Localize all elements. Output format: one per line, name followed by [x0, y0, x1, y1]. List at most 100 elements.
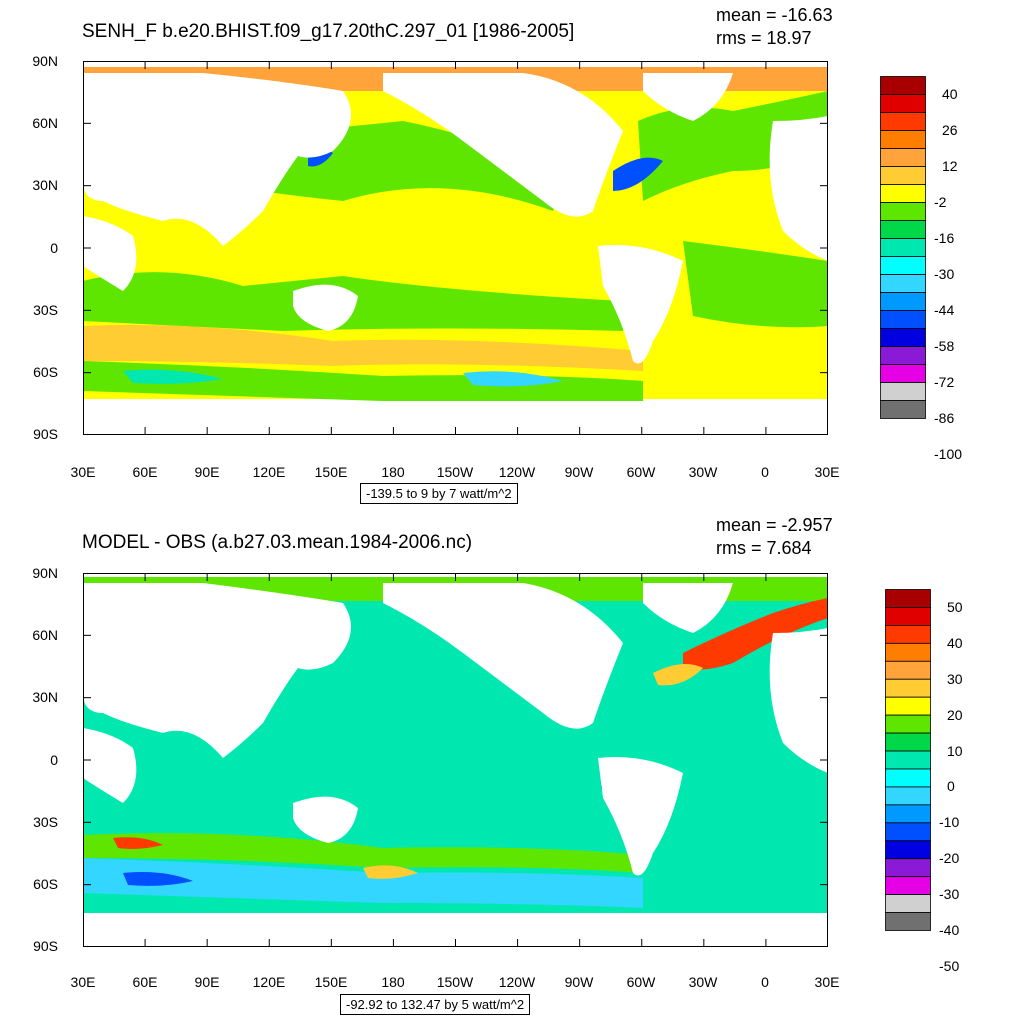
- bottom-rms-value: rms = 7.684: [716, 538, 812, 558]
- colorbar-label: -50: [939, 957, 960, 974]
- bottom-colorbar-svg: [885, 589, 931, 931]
- colorbar-swatch: [880, 256, 926, 275]
- top-colorbar: [880, 76, 926, 419]
- lon-label-120w: 120W: [498, 974, 536, 990]
- top-map-title: SENH_F b.e20.BHIST.f09_g17.20thC.297_01 …: [82, 21, 575, 42]
- lon-label-90e: 90E: [194, 974, 220, 990]
- lon-label-0: 0: [761, 464, 769, 480]
- colorbar-swatch: [885, 624, 931, 644]
- colorbar-swatch: [880, 130, 926, 149]
- europe-africa-east: [769, 116, 828, 261]
- lat-label-90s: 90S: [33, 426, 58, 442]
- top-range-label: -139.5 to 9 by 7 watt/m^2: [360, 483, 518, 504]
- lat-label-60s: 60S: [33, 876, 58, 892]
- lon-label-120e: 120E: [252, 464, 286, 480]
- colorbar-label: 10: [947, 742, 963, 759]
- colorbar-swatch: [880, 94, 926, 113]
- colorbar-swatch: [880, 76, 926, 95]
- north-america: [383, 73, 623, 217]
- colorbar-swatch: [885, 660, 931, 680]
- cold-blue-patch: [123, 872, 193, 886]
- colorbar-label: -100: [934, 446, 963, 462]
- colorbar-swatch: [880, 328, 926, 347]
- top-rms-value: rms = 18.97: [716, 28, 812, 48]
- lon-label-60e: 60E: [132, 464, 158, 480]
- antarctic-green-band: [83, 361, 643, 406]
- colorbar-label: -30: [939, 886, 960, 903]
- lat-label-60n: 60N: [32, 115, 58, 131]
- colorbar-label: -72: [934, 374, 955, 390]
- lat-label-30n: 30N: [32, 177, 58, 193]
- bottom-axis-ticks: [83, 573, 828, 947]
- lat-label-30s: 30S: [33, 302, 58, 318]
- colorbar-label: 20: [947, 706, 963, 723]
- colorbar-swatch: [885, 768, 931, 788]
- lon-label-60w: 60W: [626, 974, 656, 990]
- colorbar-label: -40: [939, 922, 960, 938]
- lat-label-30n: 30N: [32, 689, 58, 705]
- colorbar-swatch: [885, 750, 931, 770]
- south-america: [598, 245, 683, 364]
- colorbar-swatch: [885, 840, 931, 860]
- colorbar-swatch: [885, 912, 931, 931]
- colorbar-label: -2: [934, 194, 947, 210]
- lat-label-0: 0: [50, 240, 58, 256]
- bottom-map-plot: [83, 573, 828, 947]
- colorbar-label: 26: [942, 122, 958, 138]
- bottom-map-svg: [83, 573, 828, 947]
- colorbar-label: -58: [934, 338, 955, 354]
- colorbar-swatch: [885, 894, 931, 913]
- colorbar-swatch: [885, 858, 931, 878]
- colorbar-swatch: [880, 112, 926, 131]
- colorbar-swatch: [880, 274, 926, 293]
- warm-orange-patch: [363, 865, 418, 879]
- colorbar-swatch: [885, 732, 931, 752]
- colorbar-swatch: [885, 786, 931, 806]
- top-map-panel: SENH_F b.e20.BHIST.f09_g17.20thC.297_01 …: [32, 5, 963, 504]
- lon-label-30w: 30W: [688, 974, 718, 990]
- lon-label-30e-end: 30E: [814, 464, 840, 480]
- colorbar-swatch: [885, 804, 931, 824]
- colorbar-swatch: [880, 202, 926, 221]
- lon-label-150w: 150W: [436, 974, 474, 990]
- top-land-masks: [83, 73, 828, 435]
- colorbar-label: 30: [947, 670, 963, 687]
- eurasia: [83, 583, 351, 758]
- colorbar-label: 40: [942, 86, 958, 102]
- subpolar-orange-band: [83, 325, 643, 371]
- gulf-stream-blue: [613, 157, 663, 191]
- colorbar-label: -86: [934, 410, 955, 426]
- lon-label-180: 180: [381, 464, 405, 480]
- colorbar-label: 12: [942, 158, 958, 174]
- colorbar-swatch: [885, 589, 931, 608]
- colorbar-label: -10: [939, 814, 960, 831]
- colorbar-label: 40: [947, 634, 963, 651]
- top-colorbar-svg: [880, 76, 926, 419]
- lat-label-90n: 90N: [32, 565, 58, 581]
- africa: [83, 216, 137, 291]
- top-map-svg: [83, 61, 828, 435]
- colorbar-label: -44: [934, 302, 955, 318]
- australia: [293, 284, 358, 331]
- europe-africa-east: [769, 628, 828, 773]
- colorbar-swatch: [880, 346, 926, 365]
- gulf-stream-warm: [653, 664, 703, 686]
- cold-blue-patch: [463, 371, 563, 387]
- north-america: [383, 583, 623, 729]
- colorbar-swatch: [885, 642, 931, 662]
- antarctica: [83, 401, 828, 435]
- colorbar-swatch: [880, 382, 926, 401]
- lon-label-30w: 30W: [688, 464, 718, 480]
- top-mean-value: mean = -16.63: [716, 5, 833, 25]
- colorbar-label: -30: [934, 266, 955, 282]
- lat-label-90s: 90S: [33, 938, 58, 954]
- lat-label-0: 0: [50, 752, 58, 768]
- lat-label-90n: 90N: [32, 53, 58, 69]
- africa: [83, 728, 137, 803]
- lat-label-60s: 60S: [33, 364, 58, 380]
- greenland: [643, 73, 733, 121]
- warm-red-patch: [113, 837, 163, 849]
- north-atlantic-green: [638, 91, 828, 201]
- colorbar-swatch: [880, 364, 926, 383]
- north-atlantic-red: [683, 598, 828, 670]
